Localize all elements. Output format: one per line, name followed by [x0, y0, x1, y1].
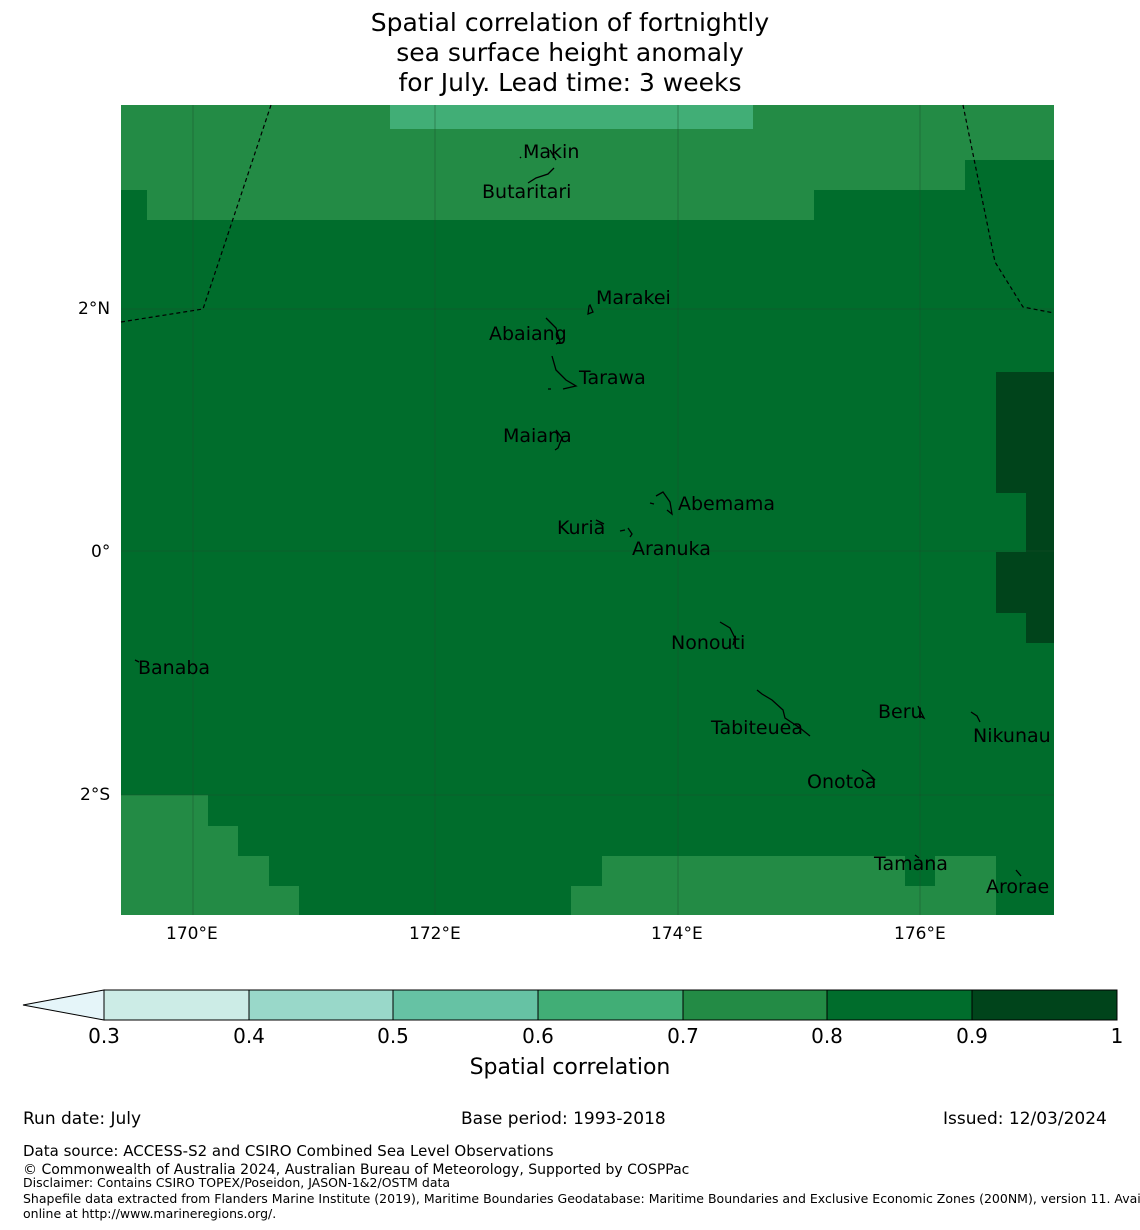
- place-label-nonouti: Nonouti: [671, 632, 746, 654]
- island-nikunau: [970, 711, 981, 723]
- field-top-left-step: [147, 190, 269, 220]
- colorbar-bin-4: [683, 990, 828, 1020]
- field-top-band: [121, 105, 1054, 220]
- island-tamana: [914, 854, 920, 859]
- colorbar-tick-7: 1: [1110, 1024, 1124, 1048]
- island-kuria: [595, 519, 605, 525]
- island-tabiteuea: [756, 689, 811, 737]
- colorbar-frame: [103, 989, 1118, 1021]
- colorbar-bin-1: [249, 990, 394, 1020]
- island-tarawa: [548, 355, 578, 390]
- map-title: Spatial correlation of fortnightly sea s…: [0, 8, 1140, 98]
- shapefile-credit-line-2: online at http://www.marineregions.org/.: [23, 1206, 277, 1221]
- colorbar-tick-2: 0.5: [377, 1024, 409, 1048]
- field-top-light: [390, 105, 753, 129]
- colorbar-bin-5: [827, 990, 972, 1020]
- colorbar: [22, 989, 1118, 1021]
- place-label-onotoa: Onotoa: [807, 771, 877, 793]
- island-onotoa: [861, 769, 876, 781]
- island-makin: [519, 149, 557, 161]
- place-label-nikunau: Nikunau: [973, 725, 1051, 747]
- place-label-abaiang: Abaiang: [489, 323, 567, 345]
- lat-tick-2s: 2°S: [80, 785, 111, 805]
- shapefile-credit-line-1: Shapefile data extracted from Flanders M…: [23, 1191, 1140, 1206]
- disclaimer: Disclaimer: Contains CSIRO TOPEX/Poseido…: [23, 1175, 451, 1190]
- island-abaiang: [545, 317, 561, 345]
- colorbar-bin-0: [104, 990, 249, 1020]
- colorbar-bin-6: [972, 990, 1117, 1020]
- island-maiana: [554, 429, 563, 451]
- field-bottom-right: [571, 856, 996, 915]
- colorbar-tick-1: 0.4: [233, 1024, 265, 1048]
- colorbar-label: Spatial correlation: [469, 1055, 671, 1080]
- lon-tick-176e: 176°E: [894, 924, 946, 944]
- field-top-right-step: [783, 190, 814, 220]
- islands: [134, 149, 1022, 877]
- base-period: Base period: 1993-2018: [461, 1109, 666, 1129]
- place-label-aranuka: Aranuka: [632, 538, 711, 560]
- field-bottom-left: [121, 795, 299, 915]
- title-line-2: sea surface height anomaly: [396, 38, 744, 67]
- place-label-beru: Beru: [878, 701, 923, 723]
- colorbar-tick-5: 0.8: [811, 1024, 843, 1048]
- title-line-3: for July. Lead time: 3 weeks: [398, 68, 742, 97]
- colorbar-bin-3: [538, 990, 683, 1020]
- lat-tick-0: 0°: [91, 542, 111, 562]
- field-right-high: [996, 372, 1054, 643]
- lon-tick-174e: 174°E: [651, 924, 703, 944]
- colorbar-tick-0: 0.3: [88, 1024, 120, 1048]
- place-label-banaba: Banaba: [138, 657, 211, 679]
- place-label-maiana: Maiana: [503, 425, 572, 447]
- island-abemama: [649, 491, 673, 516]
- copyright: © Commonwealth of Australia 2024, Austra…: [23, 1162, 690, 1178]
- lat-tick-2n: 2°N: [78, 299, 111, 319]
- place-label-abemama: Abemama: [678, 493, 776, 515]
- place-label-tarawa: Tarawa: [579, 367, 646, 389]
- island-butaritari: [527, 167, 555, 184]
- colorbar-tick-6: 0.9: [956, 1024, 988, 1048]
- place-label-kuria: Kuria: [557, 517, 606, 539]
- field-bottom-notch: [905, 856, 935, 886]
- eez-boundary-west: [120, 104, 272, 323]
- eez-boundary-east: [962, 104, 1055, 314]
- colorbar-tick-3: 0.6: [522, 1024, 554, 1048]
- place-label-makin: Makin: [523, 141, 580, 163]
- place-label-marakei: Marakei: [596, 287, 671, 309]
- place-label-butaritari: Butaritari: [482, 181, 572, 203]
- correlation-field: [121, 105, 1054, 915]
- data-source: Data source: ACCESS-S2 and CSIRO Combine…: [23, 1142, 554, 1160]
- issued-date: Issued: 12/03/2024: [943, 1109, 1107, 1129]
- lon-tick-170e: 170°E: [166, 924, 218, 944]
- field-top-mid-step: [511, 190, 753, 220]
- field-base: [121, 105, 1054, 915]
- island-nonouti: [719, 621, 736, 646]
- place-label-tabiteuea: Tabiteuea: [711, 717, 803, 739]
- run-date: Run date: July: [23, 1109, 142, 1129]
- island-aranuka: [619, 527, 633, 538]
- eez-boundaries: [120, 104, 1055, 323]
- colorbar-tick-4: 0.7: [667, 1024, 699, 1048]
- place-label-arorae: Arorae: [986, 876, 1050, 898]
- colorbar-bin-2: [393, 990, 538, 1020]
- place-label-tamana: Tamana: [874, 853, 948, 875]
- island-beru: [917, 705, 926, 720]
- island-arorae: [1015, 869, 1022, 877]
- island-banaba: [134, 659, 140, 663]
- title-line-1: Spatial correlation of fortnightly: [370, 8, 770, 37]
- colorbar-under-arrow: [22, 989, 105, 1021]
- island-marakei: [587, 303, 594, 316]
- gridlines: [121, 105, 1054, 915]
- lon-tick-172e: 172°E: [409, 924, 461, 944]
